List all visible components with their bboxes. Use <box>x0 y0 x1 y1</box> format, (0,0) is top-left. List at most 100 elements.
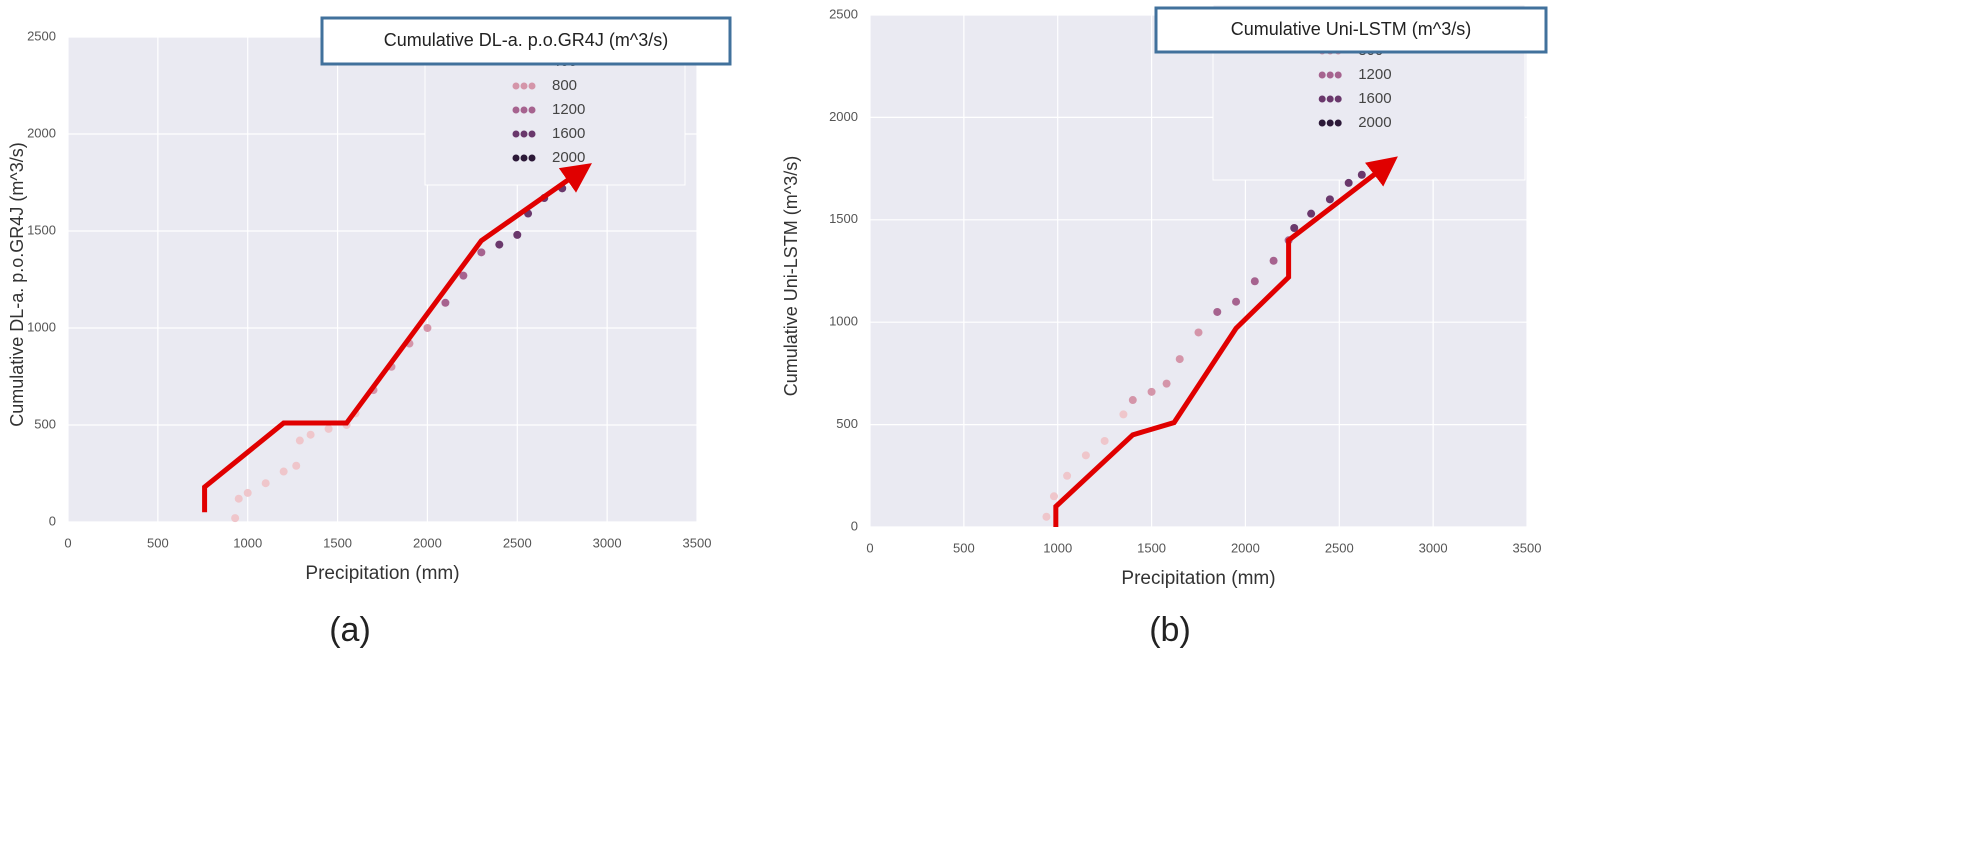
data-point <box>423 324 432 332</box>
legend-marker <box>1318 71 1326 79</box>
data-point <box>1250 277 1259 286</box>
x-tick-label: 3000 <box>1419 540 1448 555</box>
data-point <box>261 479 270 488</box>
trend-arrow <box>202 163 592 513</box>
x-tick-label: 3500 <box>683 535 712 550</box>
legend-marker <box>1326 119 1334 127</box>
x-tick-label: 0 <box>64 535 71 550</box>
y-tick-label: 2500 <box>829 6 858 21</box>
legend-marker <box>528 82 536 90</box>
data-point <box>1357 170 1366 179</box>
data-point <box>513 230 522 239</box>
data-point <box>1194 328 1203 337</box>
data-point <box>1100 436 1109 445</box>
x-tick-label: 0 <box>866 540 873 555</box>
data-point <box>477 248 486 257</box>
legend-marker <box>520 106 528 114</box>
data-point <box>1213 307 1222 316</box>
legend-marker <box>512 130 520 138</box>
data-point <box>243 488 252 497</box>
data-point <box>1162 379 1171 388</box>
data-point <box>1049 492 1058 501</box>
data-point <box>231 514 240 523</box>
chart-title: Cumulative Uni-LSTM (m^3/s) <box>1231 19 1472 39</box>
legend-marker <box>528 130 536 138</box>
legend-marker <box>1334 95 1342 103</box>
y-tick-label: 2000 <box>27 125 56 140</box>
data-point <box>279 467 288 476</box>
y-tick-label: 500 <box>34 416 56 431</box>
legend-marker <box>528 154 536 162</box>
x-tick-label: 2000 <box>1231 540 1260 555</box>
legend-label: 2000 <box>1358 114 1391 131</box>
x-axis-label: Precipitation (mm) <box>1121 568 1275 589</box>
data-point <box>1325 195 1334 204</box>
legend-marker <box>528 106 536 114</box>
y-tick-label: 500 <box>836 416 858 431</box>
legend-marker <box>520 130 528 138</box>
y-tick-label: 0 <box>851 518 858 533</box>
data-point <box>1232 297 1241 306</box>
legend-label: 1600 <box>552 125 585 142</box>
legend-marker <box>512 82 520 90</box>
x-tick-label: 2000 <box>413 535 442 550</box>
data-point <box>1290 223 1299 232</box>
y-tick-label: 1500 <box>27 222 56 237</box>
panel-caption: (b) <box>1149 611 1191 649</box>
data-point <box>1307 209 1316 218</box>
legend-marker <box>520 82 528 90</box>
data-point <box>459 271 468 280</box>
legend-marker <box>512 154 520 162</box>
x-tick-label: 3500 <box>1513 540 1542 555</box>
data-point <box>295 436 304 445</box>
data-point <box>495 240 504 249</box>
x-tick-label: 1500 <box>1137 540 1166 555</box>
legend-marker <box>1334 119 1342 127</box>
legend-label: 800 <box>552 77 577 94</box>
data-point <box>1269 256 1278 265</box>
data-point <box>1128 396 1137 405</box>
legend-marker <box>1318 119 1326 127</box>
legend-marker <box>1326 71 1334 79</box>
y-tick-label: 0 <box>49 513 56 528</box>
legend-marker <box>1334 71 1342 79</box>
legend-marker <box>1326 95 1334 103</box>
data-point <box>1042 512 1051 521</box>
data-point <box>234 494 243 503</box>
data-point <box>441 298 450 307</box>
x-tick-label: 500 <box>953 540 975 555</box>
trend-arrow <box>1053 156 1398 527</box>
legend-label: 1200 <box>1358 66 1391 83</box>
data-point <box>1081 451 1090 460</box>
y-tick-label: 1500 <box>829 211 858 226</box>
data-point <box>1147 387 1156 396</box>
chart-title: Cumulative DL-a. p.o.GR4J (m^3/s) <box>384 30 669 50</box>
title-box <box>320 16 732 66</box>
data-point <box>1344 178 1353 187</box>
legend-label: 2000 <box>552 149 585 166</box>
x-tick-label: 2500 <box>1325 540 1354 555</box>
legend-marker <box>1318 95 1326 103</box>
x-tick-label: 1000 <box>233 535 262 550</box>
x-axis-label: Precipitation (mm) <box>305 563 459 584</box>
x-tick-label: 2500 <box>503 535 532 550</box>
legend-label: 1200 <box>552 101 585 118</box>
x-tick-label: 500 <box>147 535 169 550</box>
y-tick-label: 1000 <box>27 319 56 334</box>
legend-marker <box>512 106 520 114</box>
x-tick-label: 3000 <box>593 535 622 550</box>
x-tick-label: 1500 <box>323 535 352 550</box>
y-tick-label: 2000 <box>829 109 858 124</box>
y-axis-label: Cumulative Uni-LSTM (m^3/s) <box>781 156 801 397</box>
data-point <box>324 424 333 433</box>
panel-caption: (a) <box>329 611 371 649</box>
y-axis-label: Cumulative DL-a. p.o.GR4J (m^3/s) <box>7 142 27 427</box>
data-point <box>1175 355 1184 364</box>
title-box <box>1154 6 1548 54</box>
y-tick-label: 1000 <box>829 314 858 329</box>
data-point <box>292 461 301 470</box>
legend-marker <box>520 154 528 162</box>
data-point <box>1119 410 1128 419</box>
